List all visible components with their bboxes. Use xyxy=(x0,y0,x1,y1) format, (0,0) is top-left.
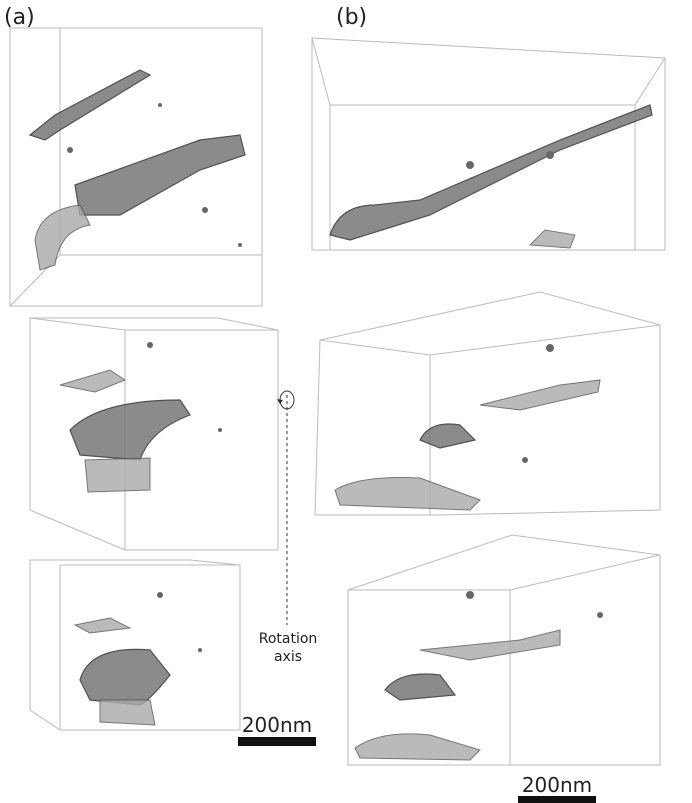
scale-bar-label: 200nm xyxy=(242,713,312,737)
scale-bar-label: 200nm xyxy=(522,773,592,797)
rotation-axis: Rotation axis xyxy=(259,391,318,665)
scale-bar xyxy=(518,796,596,803)
page: (a) (b) xyxy=(0,0,692,803)
reconstruction-a2 xyxy=(30,318,278,550)
reconstruction-b3 xyxy=(348,535,660,765)
panel-label: (a) xyxy=(4,5,35,30)
reconstruction-b2 xyxy=(315,292,660,515)
figure: (a) (b) xyxy=(0,0,692,803)
reconstruction-b1 xyxy=(312,38,665,250)
axis-label: Rotation xyxy=(259,631,318,647)
panel-label: (b) xyxy=(336,5,367,30)
reconstruction-a1 xyxy=(10,28,262,306)
reconstruction-a3 xyxy=(30,560,240,730)
axis-label: axis xyxy=(274,649,302,665)
scale-bar xyxy=(238,737,316,746)
